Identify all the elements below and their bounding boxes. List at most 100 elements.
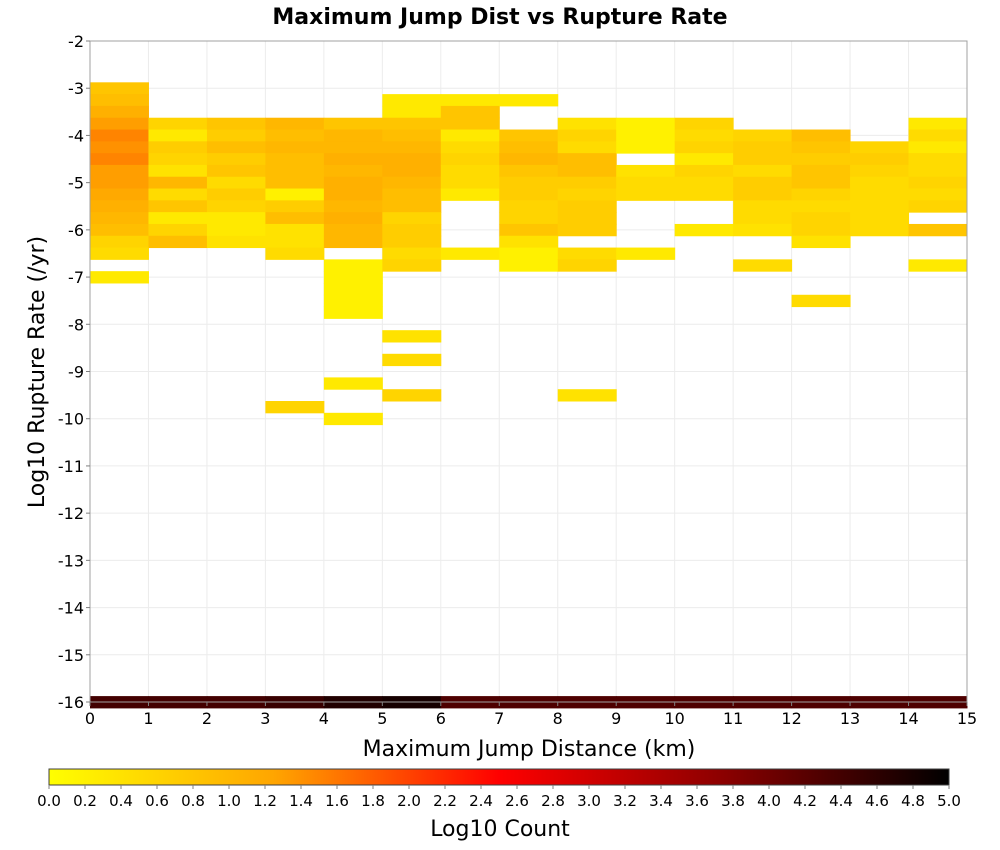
- heatmap-cell: [557, 259, 617, 272]
- heatmap-cell: [499, 176, 559, 190]
- heatmap-cell: [382, 129, 442, 142]
- heatmap-cell: [557, 223, 617, 237]
- heatmap-cell: [733, 259, 793, 272]
- heatmap-cell: [850, 223, 910, 237]
- heatmap-cell: [908, 129, 968, 142]
- colorbar-tick-label: 3.8: [721, 792, 745, 810]
- heatmap-cell: [440, 94, 500, 107]
- heatmap-cell: [499, 164, 559, 178]
- colorbar-tick-label: 4.8: [901, 792, 925, 810]
- colorbar-tick-label: 2.8: [541, 792, 565, 810]
- heatmap-cell: [265, 188, 325, 201]
- heatmap-cell: [265, 401, 325, 414]
- heatmap-cell: [733, 212, 793, 225]
- heatmap-cell: [265, 200, 325, 213]
- heatmap-cell: [265, 176, 325, 190]
- heatmap-cell: [382, 153, 442, 166]
- chart-title: Maximum Jump Dist vs Rupture Rate: [272, 5, 727, 30]
- heatmap-cell: [499, 259, 559, 272]
- heatmap-cell: [791, 235, 851, 249]
- heatmap-cell: [616, 176, 676, 190]
- x-tick-label: 14: [898, 709, 918, 728]
- heatmap-cell: [148, 129, 208, 142]
- x-tick-label: 7: [494, 709, 504, 728]
- heatmap-cell: [791, 153, 851, 166]
- heatmap-cell: [382, 330, 442, 343]
- heatmap-cell: [148, 117, 208, 131]
- heatmap-cell: [206, 223, 266, 237]
- heatmap-cell: [791, 188, 851, 201]
- colorbar-tick-label: 0.6: [145, 792, 169, 810]
- heatmap-cell: [90, 271, 149, 284]
- colorbar-tick-label: 1.0: [217, 792, 241, 810]
- colorbar-tick-label: 3.6: [685, 792, 709, 810]
- colorbar-tick-label: 1.8: [361, 792, 385, 810]
- heatmap-cell: [323, 212, 383, 225]
- heatmap-cell: [265, 235, 325, 249]
- heatmap-cell: [382, 212, 442, 225]
- y-tick-label: -2: [68, 32, 84, 51]
- heatmap-cell: [440, 247, 500, 260]
- x-tick-label: 5: [377, 709, 387, 728]
- heatmap-cell: [674, 188, 734, 201]
- heatmap-cell: [323, 200, 383, 213]
- x-tick-label: 0: [85, 709, 95, 728]
- heatmap-cell: [148, 176, 208, 190]
- heatmap-cell: [382, 176, 442, 190]
- heatmap-cell: [733, 188, 793, 201]
- y-tick-label: -16: [58, 693, 84, 712]
- colorbar-tick-label: 3.2: [613, 792, 637, 810]
- x-tick-label: 9: [611, 709, 621, 728]
- x-tick-label: 8: [553, 709, 563, 728]
- heatmap-cell: [908, 200, 968, 213]
- heatmap-cell: [908, 223, 968, 237]
- colorbar-tick-label: 3.0: [577, 792, 601, 810]
- y-tick-label: -12: [58, 504, 84, 523]
- heatmap-cell: [323, 235, 383, 249]
- heatmap-cell: [382, 164, 442, 178]
- colorbar-tick-label: 3.4: [649, 792, 673, 810]
- heatmap-cell: [382, 188, 442, 201]
- heatmap-cell: [440, 164, 500, 178]
- y-tick-label: -15: [58, 646, 84, 665]
- heatmap-cell: [440, 188, 500, 201]
- heatmap-cell: [674, 176, 734, 190]
- heatmap-cell: [323, 412, 383, 426]
- heatmap-cell: [265, 164, 325, 178]
- heatmap-cell: [90, 223, 149, 237]
- heatmap-cell: [733, 129, 793, 142]
- heatmap-cell: [674, 164, 734, 178]
- heatmap-cell: [733, 200, 793, 213]
- heatmap-cell: [616, 247, 676, 260]
- heatmap-cell: [440, 105, 500, 119]
- x-tick-label: 1: [143, 709, 153, 728]
- heatmap-cell: [791, 141, 851, 154]
- heatmap-cell: [148, 235, 208, 249]
- heatmap-cell: [850, 141, 910, 154]
- colorbar-tick-label: 2.2: [433, 792, 457, 810]
- heatmap-cell: [791, 129, 851, 142]
- heatmap-cell: [90, 117, 149, 131]
- heatmap-cell: [90, 176, 149, 190]
- y-tick-label: -4: [68, 126, 84, 145]
- heatmap-cell: [791, 294, 851, 308]
- heatmap-cell: [90, 141, 149, 154]
- heatmap-cell: [499, 94, 559, 107]
- heatmap-cell: [850, 164, 910, 178]
- heatmap-cell: [499, 235, 559, 249]
- x-tick-label: 12: [781, 709, 801, 728]
- heatmap-cell: [850, 200, 910, 213]
- x-tick-label: 15: [957, 709, 977, 728]
- heatmap-cell: [323, 164, 383, 178]
- heatmap-cell: [323, 129, 383, 142]
- heatmap-cell: [90, 235, 149, 249]
- heatmap-cell: [499, 129, 559, 142]
- x-tick-label: 6: [436, 709, 446, 728]
- heatmap-cell: [90, 200, 149, 213]
- heatmap-cell: [382, 389, 442, 402]
- heatmap-cell: [265, 117, 325, 131]
- heatmap-cell: [90, 129, 149, 142]
- y-tick-label: -8: [68, 315, 84, 334]
- heatmap-cell: [557, 212, 617, 225]
- colorbar-tick-label: 4.2: [793, 792, 817, 810]
